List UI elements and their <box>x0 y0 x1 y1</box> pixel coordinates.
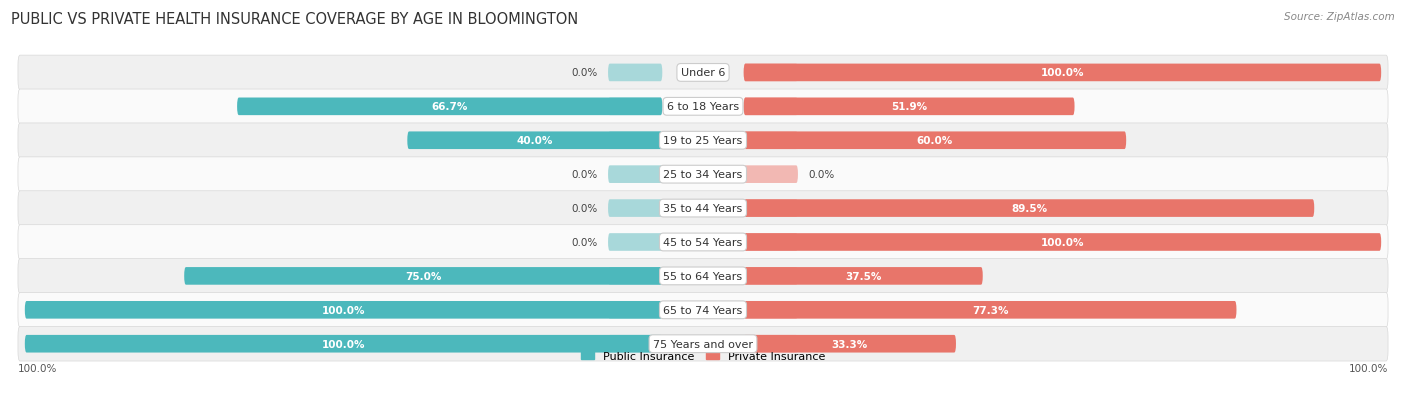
FancyBboxPatch shape <box>607 200 662 217</box>
Text: 37.5%: 37.5% <box>845 271 882 281</box>
Text: 89.5%: 89.5% <box>1011 204 1047 214</box>
Text: 66.7%: 66.7% <box>432 102 468 112</box>
FancyBboxPatch shape <box>607 301 662 319</box>
FancyBboxPatch shape <box>18 225 1388 260</box>
FancyBboxPatch shape <box>18 259 1388 294</box>
Text: 6 to 18 Years: 6 to 18 Years <box>666 102 740 112</box>
FancyBboxPatch shape <box>744 268 983 285</box>
FancyBboxPatch shape <box>744 132 1126 150</box>
Text: 100.0%: 100.0% <box>18 363 58 373</box>
FancyBboxPatch shape <box>18 157 1388 192</box>
FancyBboxPatch shape <box>744 64 799 82</box>
Text: 0.0%: 0.0% <box>572 237 598 247</box>
FancyBboxPatch shape <box>744 268 799 285</box>
FancyBboxPatch shape <box>744 234 799 251</box>
Text: 45 to 54 Years: 45 to 54 Years <box>664 237 742 247</box>
FancyBboxPatch shape <box>744 335 956 353</box>
FancyBboxPatch shape <box>744 98 1074 116</box>
FancyBboxPatch shape <box>744 301 799 319</box>
FancyBboxPatch shape <box>607 98 662 116</box>
Text: 0.0%: 0.0% <box>572 170 598 180</box>
Text: 100.0%: 100.0% <box>1040 237 1084 247</box>
Text: 100.0%: 100.0% <box>1348 363 1388 373</box>
FancyBboxPatch shape <box>744 301 1236 319</box>
FancyBboxPatch shape <box>744 200 1315 217</box>
Legend: Public Insurance, Private Insurance: Public Insurance, Private Insurance <box>576 346 830 365</box>
Text: 75.0%: 75.0% <box>405 271 441 281</box>
FancyBboxPatch shape <box>744 335 799 353</box>
FancyBboxPatch shape <box>744 234 1381 251</box>
Text: 77.3%: 77.3% <box>972 305 1008 315</box>
FancyBboxPatch shape <box>238 98 662 116</box>
Text: 75 Years and over: 75 Years and over <box>652 339 754 349</box>
FancyBboxPatch shape <box>607 64 662 82</box>
FancyBboxPatch shape <box>18 90 1388 124</box>
FancyBboxPatch shape <box>744 200 799 217</box>
FancyBboxPatch shape <box>607 234 662 251</box>
Text: 19 to 25 Years: 19 to 25 Years <box>664 136 742 146</box>
Text: PUBLIC VS PRIVATE HEALTH INSURANCE COVERAGE BY AGE IN BLOOMINGTON: PUBLIC VS PRIVATE HEALTH INSURANCE COVER… <box>11 12 578 27</box>
Text: 100.0%: 100.0% <box>322 339 366 349</box>
Text: Under 6: Under 6 <box>681 68 725 78</box>
Text: 40.0%: 40.0% <box>516 136 553 146</box>
Text: 33.3%: 33.3% <box>832 339 868 349</box>
Text: Source: ZipAtlas.com: Source: ZipAtlas.com <box>1284 12 1395 22</box>
FancyBboxPatch shape <box>18 191 1388 226</box>
FancyBboxPatch shape <box>18 123 1388 158</box>
Text: 51.9%: 51.9% <box>891 102 927 112</box>
FancyBboxPatch shape <box>408 132 662 150</box>
FancyBboxPatch shape <box>184 268 662 285</box>
FancyBboxPatch shape <box>18 293 1388 328</box>
Text: 0.0%: 0.0% <box>572 68 598 78</box>
FancyBboxPatch shape <box>607 268 662 285</box>
FancyBboxPatch shape <box>744 132 799 150</box>
FancyBboxPatch shape <box>25 301 662 319</box>
FancyBboxPatch shape <box>744 64 1381 82</box>
FancyBboxPatch shape <box>607 132 662 150</box>
Text: 0.0%: 0.0% <box>808 170 834 180</box>
Text: 65 to 74 Years: 65 to 74 Years <box>664 305 742 315</box>
FancyBboxPatch shape <box>18 56 1388 90</box>
Text: 100.0%: 100.0% <box>1040 68 1084 78</box>
FancyBboxPatch shape <box>607 166 662 183</box>
Text: 60.0%: 60.0% <box>917 136 953 146</box>
FancyBboxPatch shape <box>25 335 662 353</box>
Text: 100.0%: 100.0% <box>322 305 366 315</box>
FancyBboxPatch shape <box>607 335 662 353</box>
FancyBboxPatch shape <box>744 166 799 183</box>
Text: 0.0%: 0.0% <box>572 204 598 214</box>
Text: 35 to 44 Years: 35 to 44 Years <box>664 204 742 214</box>
Text: 25 to 34 Years: 25 to 34 Years <box>664 170 742 180</box>
FancyBboxPatch shape <box>744 98 799 116</box>
FancyBboxPatch shape <box>18 327 1388 361</box>
Text: 55 to 64 Years: 55 to 64 Years <box>664 271 742 281</box>
